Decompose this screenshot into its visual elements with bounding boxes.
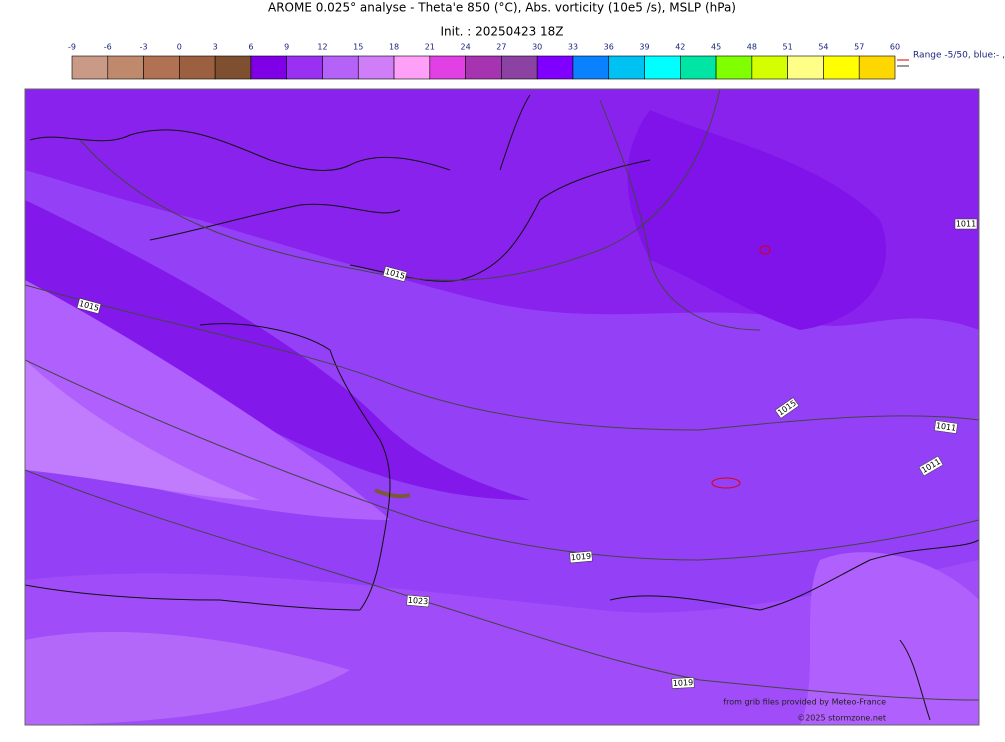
colorbar-swatch	[823, 55, 860, 80]
colorbar-tick-label: -3	[140, 43, 148, 52]
colorbar-swatch	[322, 55, 359, 80]
isobar-label: 1019	[673, 678, 694, 688]
colorbar-tick-label: 45	[711, 43, 721, 52]
isobar-label-box	[382, 266, 408, 282]
colorbar-tick-label: 3	[213, 43, 218, 52]
colorbar-swatch	[608, 55, 645, 80]
colorbar-swatch	[107, 55, 144, 80]
colorbar-tick-label: 27	[496, 43, 506, 52]
colorbar-swatch	[429, 55, 466, 80]
colorbar-tick-label: 48	[747, 43, 757, 52]
colorbar-swatch	[858, 55, 896, 80]
isobar-label-box	[774, 397, 800, 419]
subtitle: Init. : 20250423 18Z	[440, 25, 563, 39]
isobar-label-box	[569, 550, 593, 564]
colorbar-tick-label: 51	[783, 43, 793, 52]
isobar-label-box	[918, 455, 944, 477]
colorbar-swatch	[357, 55, 395, 80]
isobar-label: 1019	[570, 552, 591, 563]
isobar-label-box	[954, 218, 978, 230]
colorbar: -9 -6 -3 0 3 6 9 12 15 18 21 24 27 30 33 36 39 42 45 48 51 54…	[68, 43, 900, 80]
colorbar-swatch	[715, 55, 753, 80]
isobar-label-box	[671, 677, 695, 689]
colorbar-swatch	[680, 55, 717, 80]
colorbar-tick-label: 18	[389, 43, 399, 52]
map-area	[25, 89, 979, 725]
colorbar-tick-label: 36	[604, 43, 614, 52]
colorbar-tick-label: 42	[675, 43, 685, 52]
colorbar-swatch	[787, 55, 824, 80]
colorbar-swatch	[143, 55, 180, 80]
map-frame	[24, 88, 980, 726]
colorbar-tick-label: -9	[68, 43, 76, 52]
colorbar-tick-label: 30	[532, 43, 542, 52]
colorbar-swatch	[536, 55, 574, 80]
colorbar-tick-label: 6	[248, 43, 253, 52]
colorbar-tick-label: 60	[890, 43, 900, 52]
colorbar-tick-label: 54	[818, 43, 828, 52]
colorbar-swatch	[214, 55, 252, 80]
colorbar-swatch	[465, 55, 502, 80]
colorbar-tick-label: 57	[854, 43, 864, 52]
colorbar-swatch	[71, 55, 109, 80]
coastlines	[25, 94, 979, 721]
isobar-label-box	[76, 298, 102, 314]
title: AROME 0.025° analyse - Theta'e 850 (°C),…	[268, 1, 736, 15]
colorbar-swatch	[286, 55, 323, 80]
colorbar-tick-label: 0	[177, 43, 182, 52]
credit: from grib files provided by Meteo-France	[723, 698, 886, 707]
colorbar-swatch	[644, 55, 681, 80]
colorbar-tick-label: -6	[104, 43, 112, 52]
isobar-label-box	[934, 420, 958, 434]
legend-note: Range -5/50, blue:- , r	[913, 51, 1005, 61]
credit: ©2025 stormzone.net	[797, 714, 886, 723]
isobars	[25, 89, 979, 701]
colorbar-tick-label: 33	[568, 43, 578, 52]
colorbar-tick-label: 39	[639, 43, 649, 52]
colorbar-swatch	[393, 55, 431, 80]
vorticity-contour	[711, 477, 741, 489]
colorbar-tick-label: 15	[353, 43, 363, 52]
colorbar-swatch	[179, 55, 216, 80]
colorbar-swatch	[501, 55, 538, 80]
isobar-label: 1011	[935, 421, 956, 433]
colorbar-tick-label: 12	[317, 43, 327, 52]
isobar-labels: 1015 1015 1011 1015 1011 1011 1019 1023 …	[76, 218, 978, 689]
colorbar-tick-label: 24	[461, 43, 471, 52]
colorbar-tick-label: 9	[284, 43, 289, 52]
colorbar-swatch	[751, 55, 788, 80]
isobar-label-box	[406, 594, 430, 608]
colorbar-swatch	[250, 55, 287, 80]
isobar-label: 1011	[956, 220, 976, 229]
colorbar-swatch	[572, 55, 610, 80]
colorbar-tick-label: 21	[425, 43, 435, 52]
vorticity-contour	[759, 245, 771, 255]
isobar-label: 1023	[407, 596, 428, 607]
